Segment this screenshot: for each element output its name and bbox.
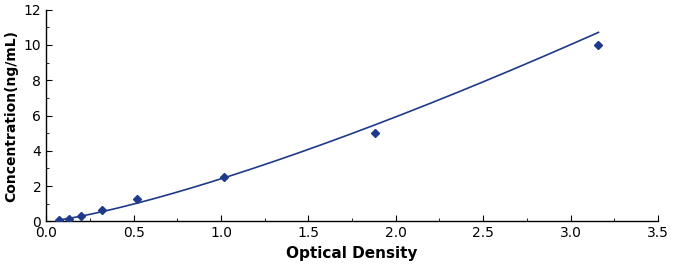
X-axis label: Optical Density: Optical Density [286, 246, 418, 261]
Y-axis label: Concentration(ng/mL): Concentration(ng/mL) [4, 29, 18, 202]
